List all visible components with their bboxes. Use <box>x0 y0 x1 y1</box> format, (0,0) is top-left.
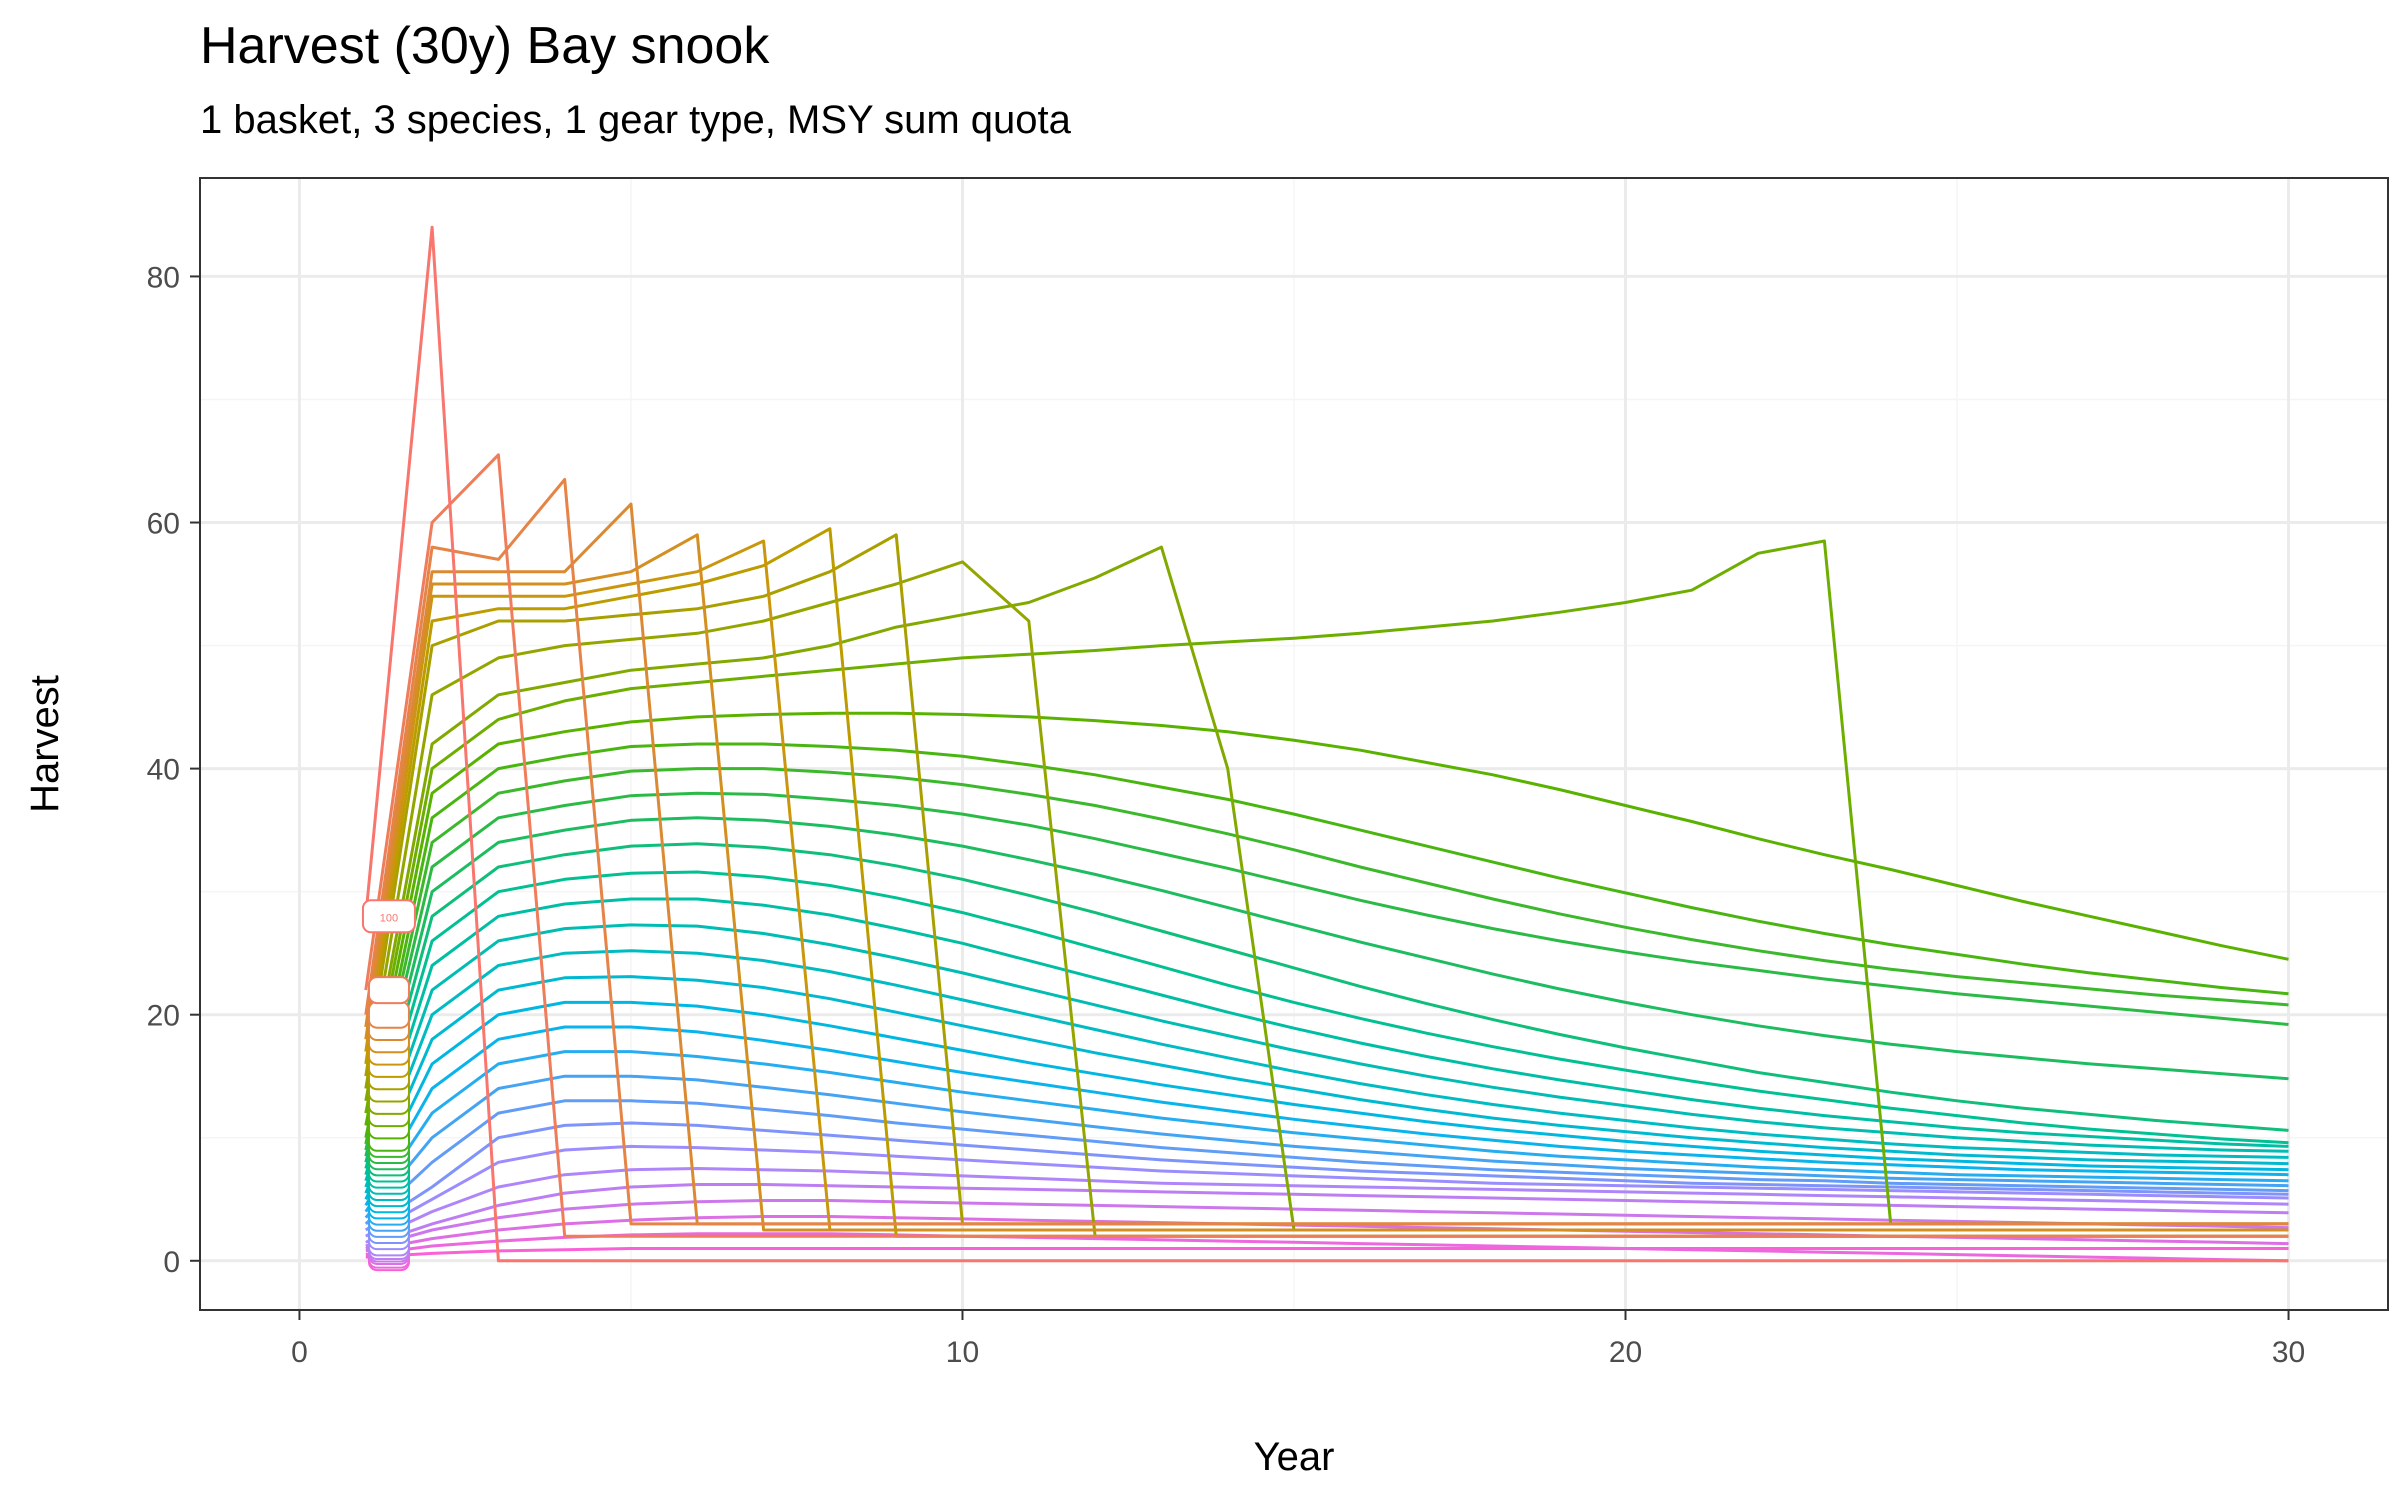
series-line-23 <box>364 1000 2289 1200</box>
series-line-1 <box>364 225 2289 1263</box>
series-line-24 <box>364 1025 2289 1207</box>
series-line-19 <box>364 897 2289 1176</box>
series-line-3 <box>364 478 2289 1226</box>
series-line-2 <box>364 453 2289 1238</box>
start-label-box <box>367 1000 410 1029</box>
series-line-12 <box>364 711 2289 1126</box>
grid-minor <box>200 178 2388 1310</box>
series-line-30 <box>365 1167 2289 1244</box>
series-line-18 <box>364 870 2289 1169</box>
series-lines <box>364 225 2289 1263</box>
y-tick-label: 40 <box>147 754 180 787</box>
y-tick-label: 80 <box>147 261 180 294</box>
series-line-26 <box>364 1074 2289 1219</box>
series-line-6 <box>364 539 2289 1232</box>
series-line-22 <box>364 975 2289 1194</box>
series-line-17 <box>364 842 2289 1163</box>
series-line-5 <box>364 533 2289 1232</box>
series-line-25 <box>364 1050 2289 1213</box>
series-line-34 <box>365 1232 2289 1263</box>
x-tick-label: 10 <box>946 1336 979 1369</box>
chart-title: Harvest (30y) Bay snook <box>200 17 770 75</box>
start-label-box <box>367 976 410 1005</box>
series-line-16 <box>364 816 2289 1157</box>
start-markers: 100 <box>361 899 416 1272</box>
series-line-15 <box>364 791 2289 1151</box>
x-tick-label: 20 <box>1609 1336 1642 1369</box>
x-tick-label: 30 <box>2272 1336 2305 1369</box>
series-line-20 <box>364 923 2289 1182</box>
top-label-box <box>361 899 416 934</box>
y-tick-label: 60 <box>147 508 180 541</box>
x-tick-label: 0 <box>291 1336 308 1369</box>
y-axis-ticks: 0 20 40 60 80 <box>147 261 200 1279</box>
series-line-35 <box>365 1247 2289 1259</box>
series-line-28 <box>364 1121 2289 1232</box>
y-tick-label: 0 <box>163 1246 180 1279</box>
series-line-13 <box>364 742 2289 1139</box>
y-axis-title: Harvest <box>23 675 67 813</box>
series-line-31 <box>365 1183 2289 1248</box>
series-line-14 <box>364 767 2289 1145</box>
y-tick-label: 20 <box>147 1000 180 1033</box>
x-axis-title: Year <box>1254 1435 1335 1479</box>
series-line-29 <box>365 1144 2289 1238</box>
panel-border <box>199 177 2389 1311</box>
chart-subtitle: 1 basket, 3 species, 1 gear type, MSY su… <box>200 98 1071 142</box>
series-line-32 <box>365 1199 2289 1250</box>
series-line-10 <box>364 545 2289 1232</box>
top-label-text: 100 <box>380 912 398 924</box>
x-axis-ticks: 0 10 20 30 <box>291 1310 2305 1369</box>
series-line-21 <box>364 949 2289 1188</box>
